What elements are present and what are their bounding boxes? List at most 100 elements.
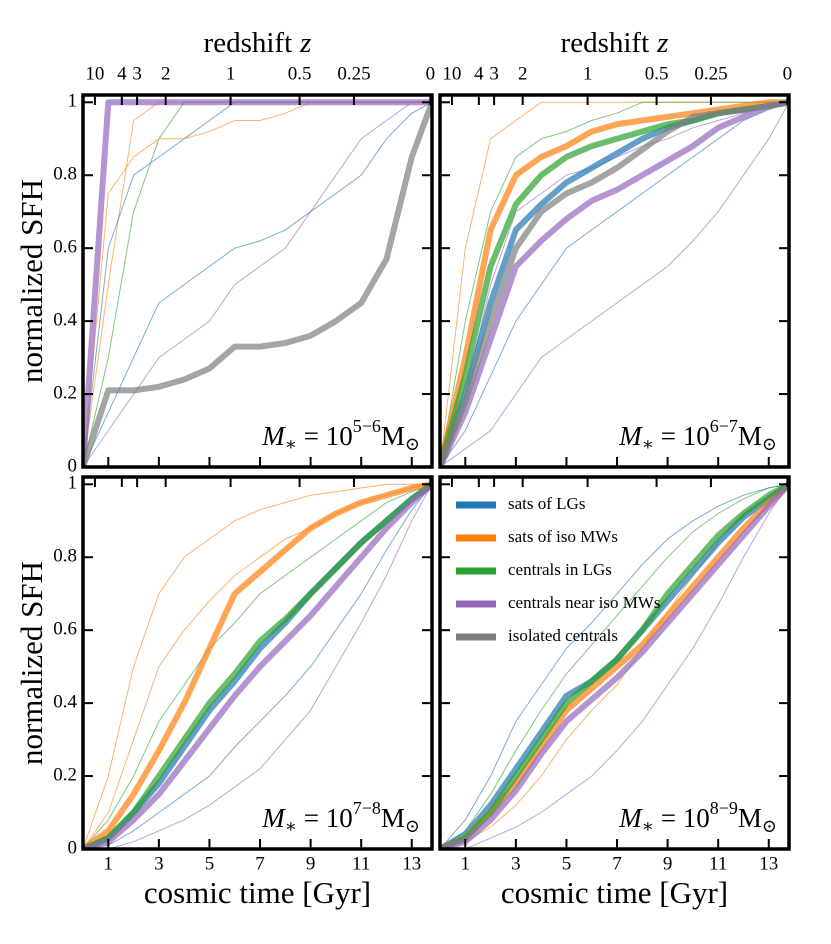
x2-axis-label-text: redshift (204, 27, 293, 59)
x-axis-label: cosmic time [Gyr] (501, 875, 728, 910)
y-tick-label: 0.8 (53, 546, 77, 567)
panel-frame (438, 93, 791, 469)
ann-sup: 6−7 (710, 416, 738, 436)
individual-sfh (440, 101, 789, 467)
ann-var-sub: ∗ (285, 816, 297, 836)
y-axis-label: normalized SFH (14, 179, 49, 383)
mass-annotation: M∗ = 105−6M⊙ (261, 416, 420, 454)
x2-axis-label: redshift z (561, 27, 669, 59)
x-tick-label: 9 (663, 853, 673, 874)
ann-sup: 7−8 (353, 798, 381, 818)
x-tick-label: 3 (154, 853, 164, 874)
plot-area (83, 99, 432, 467)
median-sfh (83, 481, 432, 849)
ann-var: M (618, 803, 643, 833)
ann-var-sub: ∗ (285, 434, 297, 454)
ann-eq: = 10 (297, 803, 353, 833)
ann-unit: M (381, 421, 405, 451)
ann-var: M (618, 421, 643, 451)
panel-frame (81, 93, 434, 469)
median-sfh (440, 481, 789, 849)
x-tick-label: 13 (402, 853, 421, 874)
median-sfh (440, 99, 789, 467)
x2-tick-label: 4 (474, 63, 484, 84)
median-sfh (440, 99, 789, 467)
individual-sfh (83, 101, 432, 467)
median-sfh (83, 101, 432, 467)
x2-axis-label: redshift z (204, 27, 312, 59)
x2-axis-label-text: redshift (561, 27, 650, 59)
y-tick-label: 0.8 (53, 164, 77, 185)
x2-tick-label: 3 (489, 63, 499, 84)
legend-label: centrals in LGs (508, 560, 612, 579)
median-sfh (440, 482, 789, 849)
x2-tick-label: 0 (783, 63, 793, 84)
individual-sfh (83, 101, 432, 467)
ann-unit-sub: ⊙ (405, 434, 420, 454)
plot-area (440, 481, 789, 849)
x-tick-label: 7 (612, 853, 622, 874)
y-tick-label: 0 (68, 455, 78, 476)
x-tick-label: 5 (562, 853, 572, 874)
y-tick-label: 1 (68, 473, 78, 494)
x2-tick-label: 0 (426, 63, 436, 84)
x2-tick-label: 3 (132, 63, 142, 84)
individual-sfh (440, 101, 789, 467)
y-tick-label: 0.6 (53, 619, 77, 640)
ann-unit: M (738, 803, 762, 833)
x2-axis-label-var: z (299, 27, 311, 59)
x2-tick-label: 0.5 (288, 63, 312, 84)
x2-tick-label: 10 (442, 63, 461, 84)
y-tick-label: 0 (68, 837, 78, 858)
individual-sfh (83, 484, 432, 849)
y-tick-label: 0.4 (53, 691, 77, 712)
ann-sup: 5−6 (353, 416, 381, 436)
ann-unit: M (381, 803, 405, 833)
individual-sfh (440, 102, 789, 467)
median-sfh (440, 99, 789, 467)
ann-eq: = 10 (297, 421, 353, 451)
individual-sfh (83, 101, 432, 467)
mass-annotation: M∗ = 107−8M⊙ (261, 798, 420, 836)
individual-sfh (440, 484, 789, 849)
individual-sfh (440, 483, 789, 849)
median-sfh (83, 482, 432, 849)
individual-sfh (83, 101, 432, 467)
legend-label: centrals near iso MWs (508, 593, 660, 612)
individual-sfh (83, 483, 432, 849)
panel-frame (438, 475, 791, 851)
x-tick-label: 9 (306, 853, 316, 874)
y-axis-label: normalized SFH (14, 561, 49, 765)
x2-tick-label: 10 (85, 63, 104, 84)
legend-label: sats of iso MWs (508, 527, 618, 546)
individual-sfh (440, 483, 789, 849)
median-sfh (83, 481, 432, 849)
x-tick-label: 13 (759, 853, 778, 874)
y-tick-label: 0.2 (53, 764, 77, 785)
x2-tick-label: 2 (518, 63, 528, 84)
individual-sfh (83, 101, 432, 467)
individual-sfh (440, 101, 789, 467)
legend-label: isolated centrals (508, 626, 618, 645)
panel-frame (81, 475, 434, 851)
ann-unit-sub: ⊙ (405, 816, 420, 836)
x-tick-label: 5 (205, 853, 215, 874)
y-tick-label: 0.6 (53, 237, 77, 258)
y-tick-label: 0.4 (53, 309, 77, 330)
median-sfh (440, 99, 789, 467)
x-tick-label: 11 (709, 853, 727, 874)
median-sfh (83, 99, 432, 467)
mass-annotation: M∗ = 108−9M⊙ (618, 798, 777, 836)
x-tick-label: 3 (511, 853, 521, 874)
ann-eq: = 10 (654, 803, 710, 833)
x2-tick-label: 1 (226, 63, 236, 84)
x2-tick-label: 0.5 (645, 63, 669, 84)
x-tick-label: 1 (461, 853, 471, 874)
x-tick-label: 11 (352, 853, 370, 874)
x2-tick-label: 1 (583, 63, 593, 84)
x-tick-label: 1 (104, 853, 114, 874)
ann-var: M (261, 421, 286, 451)
ann-sup: 8−9 (710, 798, 738, 818)
x-tick-label: 7 (255, 853, 265, 874)
